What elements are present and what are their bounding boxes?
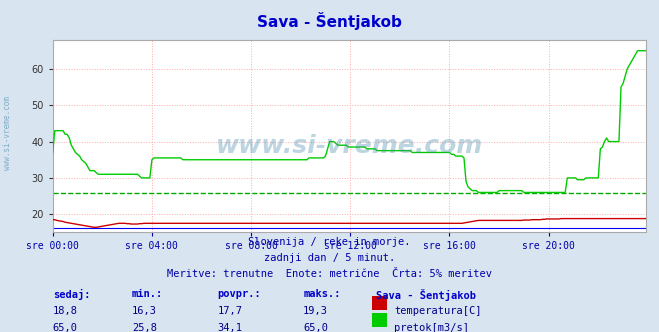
Text: 19,3: 19,3 [303, 306, 328, 316]
Text: 17,7: 17,7 [217, 306, 243, 316]
Text: www.si-vreme.com: www.si-vreme.com [215, 134, 483, 158]
Text: 25,8: 25,8 [132, 323, 157, 332]
Text: www.si-vreme.com: www.si-vreme.com [3, 96, 13, 170]
Text: pretok[m3/s]: pretok[m3/s] [394, 323, 469, 332]
Text: Sava - Šentjakob: Sava - Šentjakob [376, 289, 476, 301]
Text: sedaj:: sedaj: [53, 289, 90, 300]
Text: 65,0: 65,0 [303, 323, 328, 332]
Text: 18,8: 18,8 [53, 306, 78, 316]
Text: 34,1: 34,1 [217, 323, 243, 332]
Text: zadnji dan / 5 minut.: zadnji dan / 5 minut. [264, 253, 395, 263]
Bar [372, 296, 387, 310]
Text: maks.:: maks.: [303, 289, 341, 299]
Text: Meritve: trenutne  Enote: metrične  Črta: 5% meritev: Meritve: trenutne Enote: metrične Črta: … [167, 269, 492, 279]
Text: povpr.:: povpr.: [217, 289, 261, 299]
Text: temperatura[C]: temperatura[C] [394, 306, 482, 316]
Text: Slovenija / reke in morje.: Slovenija / reke in morje. [248, 237, 411, 247]
Text: 65,0: 65,0 [53, 323, 78, 332]
Text: Sava - Šentjakob: Sava - Šentjakob [257, 12, 402, 30]
Bar [372, 313, 387, 327]
Text: min.:: min.: [132, 289, 163, 299]
Text: 16,3: 16,3 [132, 306, 157, 316]
